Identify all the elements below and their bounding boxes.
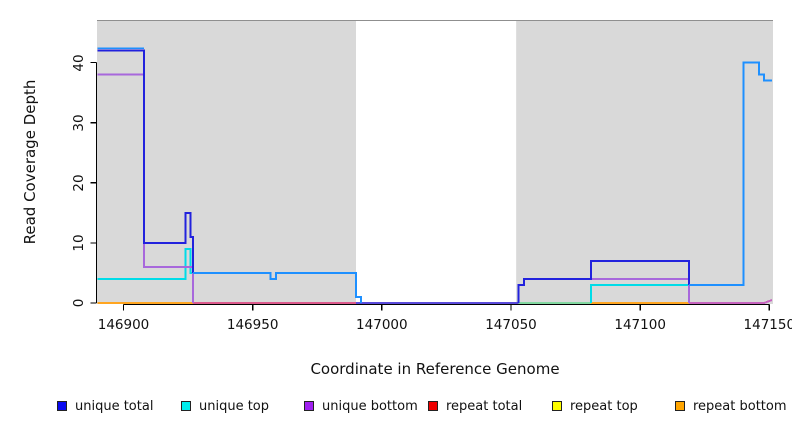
- x-tick-label: 147050: [485, 317, 537, 333]
- repeat-bottom-swatch-icon: [675, 401, 685, 411]
- x-tick-label: 147000: [356, 317, 408, 333]
- y-axis-title: Read Coverage Depth: [21, 79, 39, 245]
- y-tick-label: 0: [71, 298, 87, 308]
- y-tick-label: 30: [71, 114, 87, 132]
- x-tick-label: 146900: [97, 317, 150, 333]
- legend-label: unique bottom: [322, 399, 418, 414]
- series-unique-total-right: [517, 259, 691, 303]
- y-tick-label: 20: [71, 174, 87, 192]
- series-overall-total-right: [689, 61, 772, 286]
- series-baseline-overlap-orchid: [689, 299, 773, 304]
- legend-label: repeat top: [570, 399, 638, 414]
- y-tick-label: 10: [71, 234, 87, 252]
- series-overall-total-mid: [193, 271, 363, 303]
- series-unique-bottom-right: [517, 278, 691, 303]
- legend-label: repeat total: [446, 399, 523, 414]
- series-unique-bottom-left: [97, 73, 195, 303]
- unique-total-swatch-icon: [57, 401, 67, 411]
- x-tick-label: 146950: [226, 317, 279, 333]
- x-axis-title: Coordinate in Reference Genome: [310, 360, 560, 378]
- legend-label: unique total: [75, 399, 154, 414]
- x-tick-label: 147150: [743, 317, 792, 333]
- unique-bottom-swatch-icon: [304, 401, 314, 411]
- y-tick-label: 40: [71, 54, 87, 72]
- unique-top-swatch-icon: [181, 401, 191, 411]
- x-tick-label: 147100: [614, 317, 666, 333]
- series-unique-top-right: [590, 284, 691, 303]
- repeat-total-swatch-icon: [428, 401, 438, 411]
- repeat-top-swatch-icon: [552, 401, 562, 411]
- chart-legend: unique total unique top unique bottom re…: [0, 398, 792, 416]
- series-unique-top-left: [97, 247, 194, 280]
- series-unique-total-left: [97, 49, 195, 273]
- legend-label: unique top: [199, 399, 270, 414]
- legend-label: repeat bottom: [693, 399, 787, 414]
- highlight-region: [355, 20, 517, 304]
